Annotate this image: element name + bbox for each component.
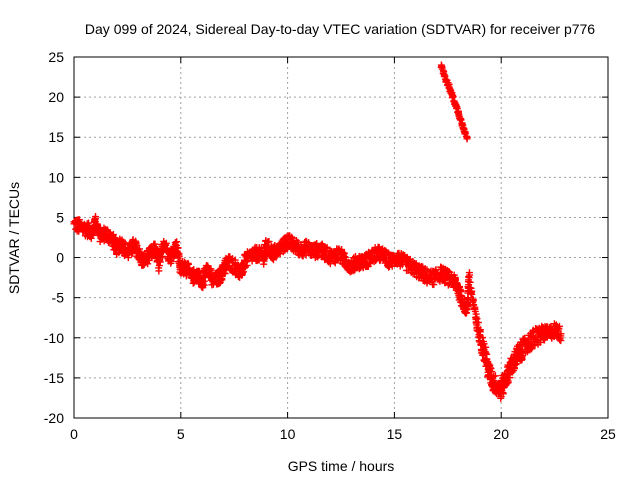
data-point <box>155 267 163 275</box>
data-point <box>482 349 490 357</box>
x-tick-label: 20 <box>493 426 509 442</box>
y-tick-label: -10 <box>44 330 64 346</box>
y-tick-label: 15 <box>48 129 64 145</box>
data-point <box>175 250 183 258</box>
data-point <box>265 238 273 246</box>
data-point <box>487 364 495 372</box>
y-tick-label: 5 <box>56 209 64 225</box>
data-point <box>473 315 481 323</box>
data-point <box>557 337 565 345</box>
data-point <box>479 334 487 342</box>
x-tick-label: 5 <box>177 426 185 442</box>
y-tick-label: -20 <box>44 410 64 426</box>
data-point <box>488 368 496 376</box>
data-point <box>156 258 164 266</box>
data-point <box>556 336 564 344</box>
data-point <box>326 260 334 268</box>
data-points <box>70 61 565 402</box>
grid-lines <box>74 57 608 418</box>
data-point <box>518 355 526 363</box>
data-point <box>322 244 330 252</box>
data-point <box>491 372 499 380</box>
data-point <box>92 213 100 221</box>
x-tick-label: 15 <box>387 426 403 442</box>
data-point <box>455 283 463 291</box>
y-tick-label: 10 <box>48 169 64 185</box>
data-point <box>476 328 484 336</box>
data-point <box>288 234 296 242</box>
y-tick-label: 25 <box>48 49 64 65</box>
y-tick-label: -15 <box>44 370 64 386</box>
data-point <box>466 271 474 279</box>
plot-frame <box>73 56 609 419</box>
axis-ticks: 0 5 10 15 20 25 -20 -15 -10 -5 0 5 10 15 20 25 <box>44 49 616 442</box>
y-axis-label: SDTVAR / TECUs <box>6 182 22 294</box>
data-point <box>465 273 473 281</box>
data-point <box>161 241 169 249</box>
data-point <box>555 322 563 330</box>
data-point <box>463 133 471 141</box>
x-tick-label: 0 <box>70 426 78 442</box>
data-point <box>85 219 93 227</box>
data-point <box>483 350 491 358</box>
data-point <box>468 287 476 295</box>
data-point <box>144 260 152 268</box>
data-point <box>355 265 363 273</box>
data-point <box>173 238 181 246</box>
chart-title: Day 099 of 2024, Sidereal Day-to-day VTE… <box>85 21 595 37</box>
y-tick-label: 0 <box>56 250 64 266</box>
data-point <box>466 278 474 286</box>
data-point <box>461 129 469 137</box>
data-point <box>174 244 182 252</box>
x-tick-label: 10 <box>280 426 296 442</box>
data-point <box>430 281 438 289</box>
data-point <box>517 342 525 350</box>
data-point <box>472 313 480 321</box>
x-tick-label: 25 <box>600 426 616 442</box>
y-tick-label: -5 <box>52 290 65 306</box>
data-point <box>162 239 170 247</box>
data-point <box>457 288 465 296</box>
y-tick-label: 20 <box>48 89 64 105</box>
x-axis-label: GPS time / hours <box>288 458 395 474</box>
